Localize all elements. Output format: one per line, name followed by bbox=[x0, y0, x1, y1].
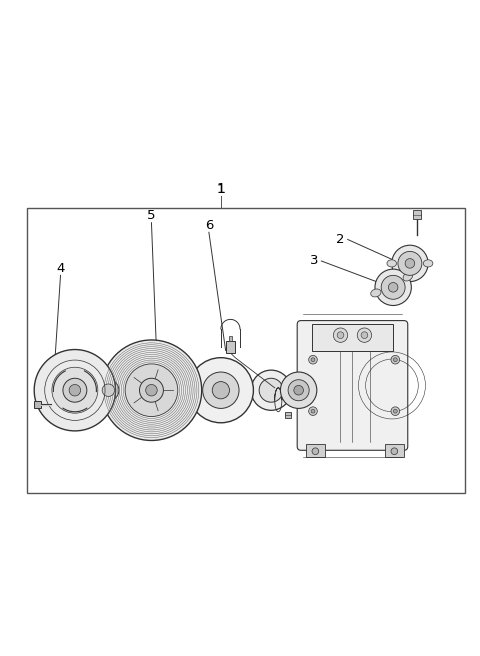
Circle shape bbox=[361, 332, 368, 338]
Ellipse shape bbox=[423, 260, 433, 267]
Text: 3: 3 bbox=[310, 255, 318, 268]
Circle shape bbox=[391, 448, 398, 455]
Text: 1: 1 bbox=[216, 182, 225, 196]
Ellipse shape bbox=[403, 272, 413, 281]
Text: 4: 4 bbox=[56, 262, 65, 275]
FancyBboxPatch shape bbox=[297, 321, 408, 450]
Circle shape bbox=[102, 384, 115, 396]
Bar bbox=[385, 443, 404, 457]
Circle shape bbox=[312, 448, 319, 455]
Circle shape bbox=[391, 407, 400, 415]
Text: 1: 1 bbox=[216, 183, 225, 195]
Circle shape bbox=[381, 276, 405, 299]
Circle shape bbox=[280, 372, 317, 409]
Bar bbox=[285, 412, 291, 417]
Circle shape bbox=[69, 384, 81, 396]
Ellipse shape bbox=[387, 260, 396, 267]
Ellipse shape bbox=[371, 289, 381, 297]
Circle shape bbox=[251, 370, 291, 410]
Circle shape bbox=[125, 364, 178, 417]
Circle shape bbox=[101, 340, 202, 440]
Circle shape bbox=[357, 328, 372, 342]
Circle shape bbox=[34, 350, 116, 431]
Circle shape bbox=[203, 372, 239, 409]
Circle shape bbox=[52, 367, 98, 413]
Circle shape bbox=[63, 379, 87, 402]
Circle shape bbox=[309, 407, 317, 415]
Circle shape bbox=[188, 358, 253, 422]
Circle shape bbox=[394, 358, 397, 361]
Circle shape bbox=[394, 409, 397, 413]
Circle shape bbox=[140, 379, 163, 402]
Circle shape bbox=[388, 283, 398, 292]
Bar bbox=[226, 341, 235, 353]
Bar bbox=[312, 325, 393, 351]
Bar bbox=[27, 209, 465, 493]
Circle shape bbox=[146, 384, 157, 396]
Circle shape bbox=[311, 358, 315, 361]
Circle shape bbox=[98, 380, 119, 401]
Circle shape bbox=[311, 409, 315, 413]
Bar bbox=[34, 401, 41, 409]
Bar bbox=[306, 443, 325, 457]
Circle shape bbox=[309, 356, 317, 364]
Circle shape bbox=[392, 245, 428, 281]
Text: 2: 2 bbox=[336, 233, 345, 246]
Circle shape bbox=[294, 386, 303, 395]
Circle shape bbox=[288, 380, 309, 401]
Circle shape bbox=[375, 269, 411, 306]
Circle shape bbox=[398, 251, 422, 276]
Circle shape bbox=[259, 379, 283, 402]
Circle shape bbox=[333, 328, 348, 342]
Circle shape bbox=[405, 258, 415, 268]
Text: 6: 6 bbox=[204, 218, 213, 232]
Circle shape bbox=[337, 332, 344, 338]
Bar bbox=[413, 210, 421, 219]
Bar bbox=[228, 336, 232, 341]
Circle shape bbox=[391, 356, 400, 364]
Circle shape bbox=[212, 382, 229, 399]
Text: 5: 5 bbox=[147, 209, 156, 222]
